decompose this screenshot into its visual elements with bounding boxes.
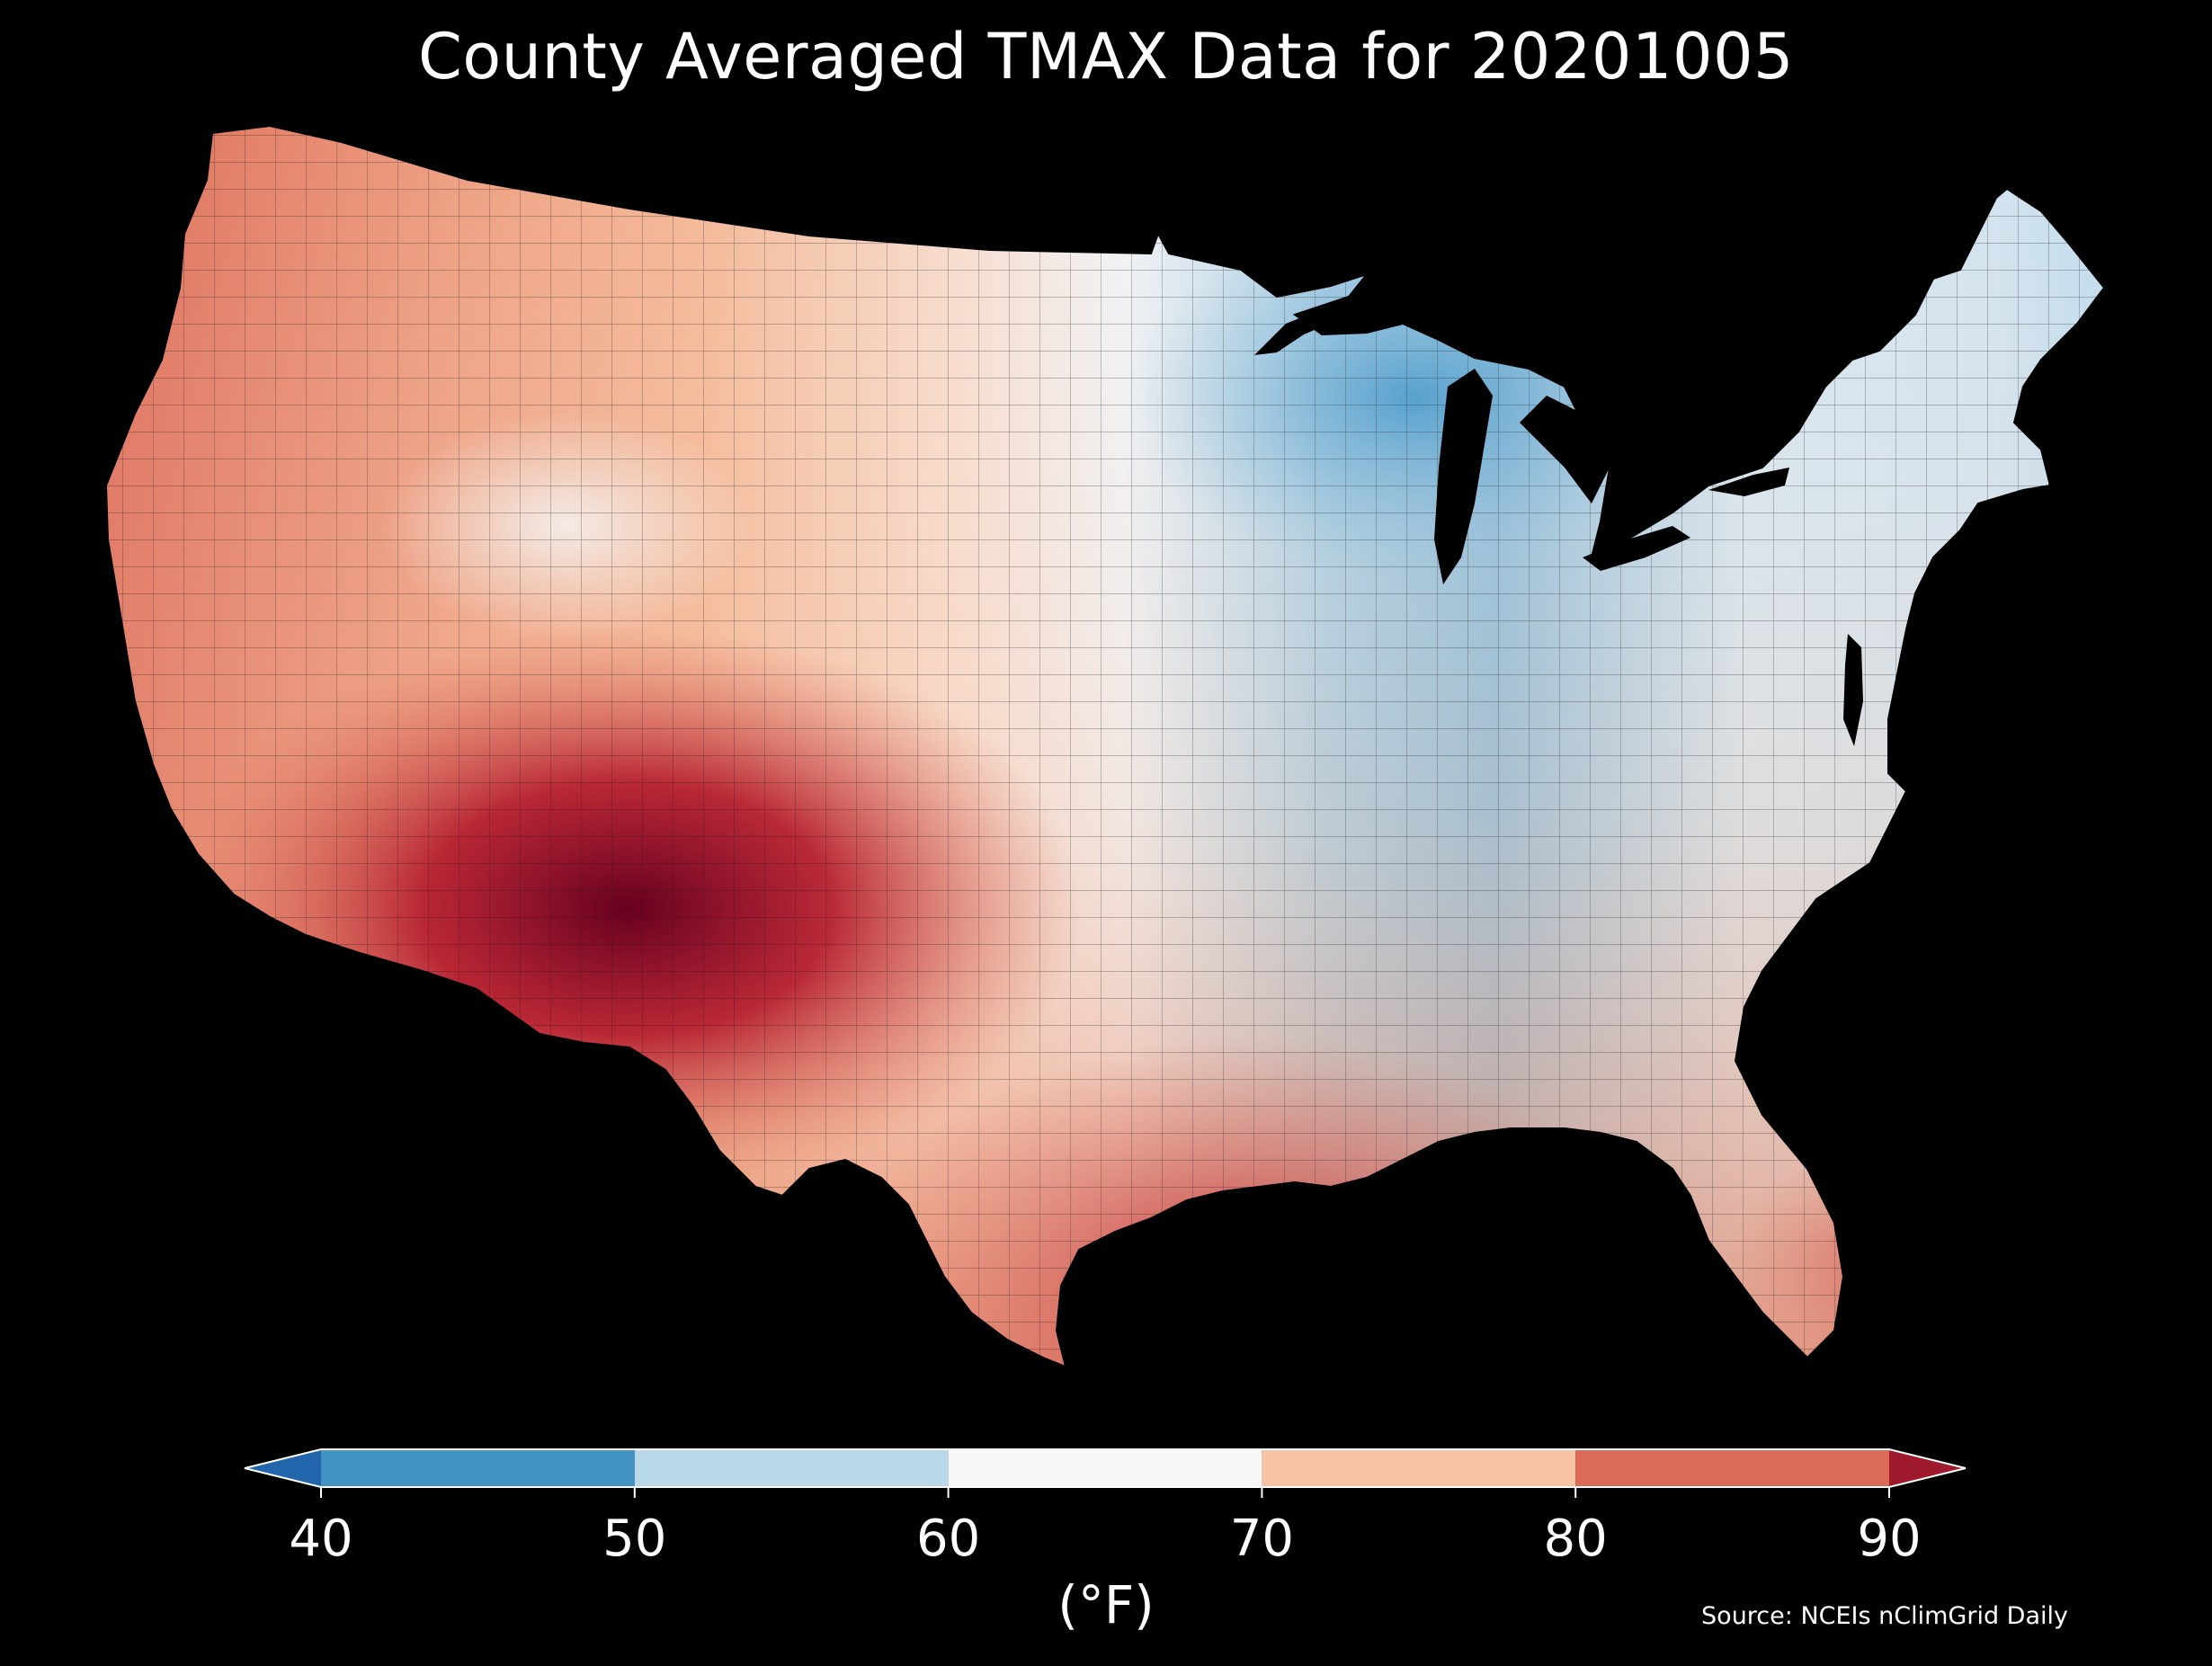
colorbar-unit-label: (°F) (1057, 1574, 1155, 1635)
colorbar-extend-under (245, 1449, 321, 1487)
colorbar-bin (634, 1449, 949, 1487)
colorbar-bin (948, 1449, 1262, 1487)
colorbar-tick-label: 40 (289, 1510, 353, 1568)
chesapeake-bay (1843, 634, 1863, 746)
lake-superior (1254, 286, 1376, 355)
colorbar (244, 1448, 1967, 1498)
colorbar-tick-label: 50 (602, 1510, 667, 1568)
great-lakes (1254, 286, 1863, 746)
lake-huron (1520, 396, 1610, 503)
source-credit: Source: NCEIs nClimGrid Daily (1701, 1602, 2068, 1630)
colorbar-tick-label: 70 (1229, 1510, 1295, 1568)
us-land-surface (106, 126, 2104, 1367)
colorbar-tick-label: 80 (1543, 1510, 1608, 1568)
lake-ontario (1708, 468, 1789, 496)
map-title: County Averaged TMAX Data for 20201005 (417, 20, 1795, 94)
lake-erie (1583, 526, 1690, 571)
colorbar-bin (1575, 1449, 1889, 1487)
lake-michigan (1434, 369, 1493, 584)
colorbar-tick-label: 90 (1857, 1510, 1922, 1568)
us-outline (104, 124, 2106, 1368)
colorbar-bin (1262, 1449, 1576, 1487)
colorbar-bin (321, 1449, 635, 1487)
colorbar-tick-label: 60 (915, 1510, 981, 1568)
colorbar-extend-over (1889, 1449, 1966, 1487)
